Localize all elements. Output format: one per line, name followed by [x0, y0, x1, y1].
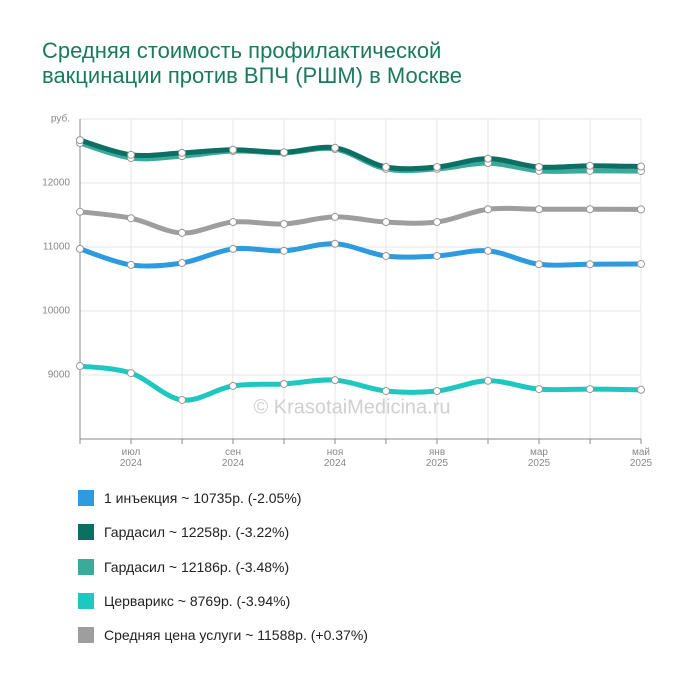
- point: [586, 205, 594, 214]
- point: [382, 163, 390, 171]
- x-tick-label: май 2025: [629, 447, 653, 469]
- y-tick-label: 10000: [42, 306, 70, 317]
- legend-label: Гардасил ~ 12258р. (-3.22%): [104, 524, 290, 541]
- point: [76, 136, 84, 145]
- point: [433, 251, 441, 260]
- chart-title: Средняя стоимость профилактической вакци…: [42, 38, 463, 88]
- series-line: [77, 137, 644, 172]
- series-line: [77, 205, 644, 236]
- point: [535, 385, 543, 394]
- point: [331, 376, 339, 385]
- point: [484, 154, 492, 163]
- legend-item: Церварикс ~ 8769р. (-3.94%): [78, 592, 290, 610]
- legend-swatch: [78, 490, 94, 506]
- y-tick-label: 9000: [48, 370, 71, 381]
- legend-item: Гардасил ~ 12258р. (-3.22%): [78, 523, 289, 541]
- point: [229, 218, 237, 227]
- point: [637, 385, 645, 394]
- x-tick-label: ноя 2024: [323, 447, 347, 469]
- series-line: [77, 363, 644, 403]
- point: [280, 219, 288, 228]
- x-tick-label: янв 2025: [425, 447, 449, 469]
- point: [637, 259, 645, 268]
- point: [331, 143, 339, 152]
- point: [586, 385, 594, 394]
- point: [127, 214, 135, 223]
- point: [586, 161, 594, 170]
- point: [229, 381, 237, 390]
- legend-swatch: [78, 627, 94, 644]
- point: [178, 228, 186, 237]
- legend-item: 1 инъекция ~ 10735р. (-2.05%): [78, 489, 301, 507]
- point: [484, 246, 492, 255]
- legend-swatch: [78, 524, 94, 541]
- point: [637, 162, 645, 171]
- x-tick-label: июл 2024: [119, 447, 143, 469]
- y-tick-label: 12000: [42, 178, 70, 189]
- series-line: [77, 241, 644, 269]
- point: [586, 260, 594, 269]
- point: [484, 376, 492, 385]
- legend-item: Средняя цена услуги ~ 11588р. (+0.37%): [78, 626, 368, 644]
- point: [127, 150, 135, 159]
- legend-swatch: [78, 558, 94, 575]
- point: [178, 259, 186, 267]
- point: [433, 163, 441, 171]
- point: [382, 251, 390, 260]
- point: [535, 163, 543, 171]
- watermark: © KrasotaiMedicina.ru: [253, 396, 450, 418]
- legend-label: Церварикс ~ 8769р. (-3.94%): [104, 592, 291, 609]
- point: [127, 369, 135, 378]
- point: [280, 379, 288, 388]
- y-tick-label: 11000: [43, 242, 71, 253]
- point: [76, 362, 84, 371]
- point: [433, 218, 441, 227]
- x-tick-label: сен 2024: [221, 447, 245, 469]
- point: [76, 244, 84, 253]
- point: [484, 205, 492, 214]
- legend-label: 1 инъекция ~ 10735р. (-2.05%): [104, 490, 302, 506]
- point: [229, 145, 237, 154]
- point: [433, 387, 441, 395]
- point: [280, 148, 288, 157]
- y-axis-label: руб.: [51, 113, 70, 125]
- point: [331, 239, 339, 248]
- point: [382, 387, 390, 395]
- legend-swatch: [78, 592, 94, 609]
- point: [229, 244, 237, 253]
- point: [382, 218, 390, 227]
- point: [76, 207, 84, 216]
- point: [331, 212, 339, 221]
- point: [178, 395, 186, 404]
- point: [535, 260, 543, 269]
- point: [280, 246, 288, 255]
- x-tick-label: мар 2025: [527, 447, 551, 469]
- point: [535, 205, 543, 214]
- legend-label: Средняя цена услуги ~ 11588р. (+0.37%): [104, 627, 368, 644]
- point: [127, 260, 135, 269]
- point: [178, 148, 186, 157]
- legend-label: Гардасил ~ 12186р. (-3.48%): [104, 558, 290, 575]
- legend-item: Гардасил ~ 12186р. (-3.48%): [78, 558, 289, 576]
- point: [637, 205, 645, 214]
